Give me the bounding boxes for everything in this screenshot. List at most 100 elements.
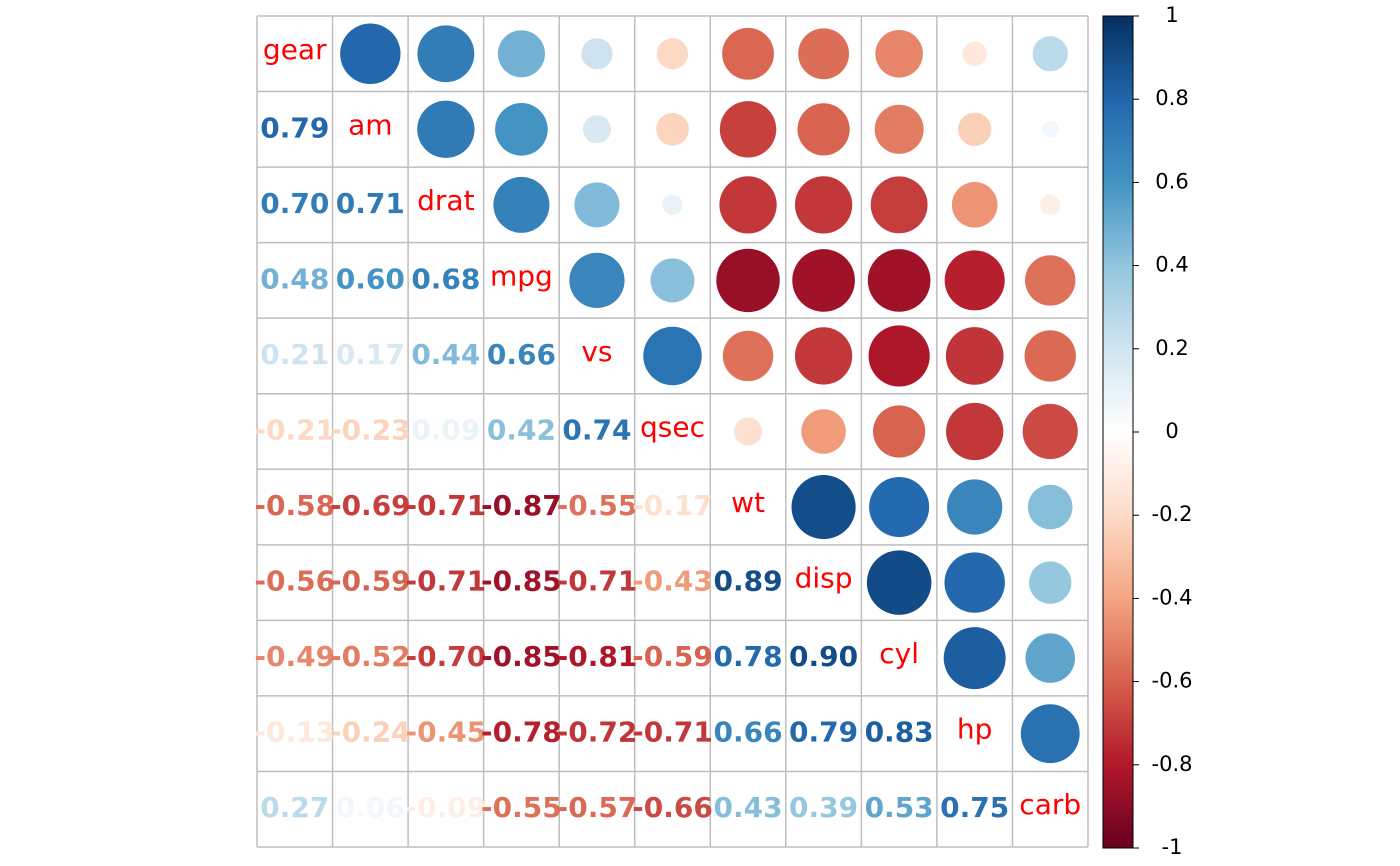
- value-label: 0.43: [713, 791, 782, 824]
- colorbar-tick-label: 0.6: [1155, 169, 1188, 193]
- value-label: -0.85: [481, 565, 562, 598]
- value-label: 0.89: [713, 565, 782, 598]
- corr-circle: [656, 113, 689, 146]
- value-label: -0.71: [557, 565, 638, 598]
- corr-circle: [1024, 330, 1076, 382]
- corr-circle: [581, 38, 613, 70]
- corr-circle: [869, 477, 930, 538]
- value-label: -0.87: [481, 489, 562, 522]
- corr-circle: [875, 29, 923, 78]
- corr-circle: [716, 248, 780, 313]
- value-label: -0.58: [254, 489, 335, 522]
- variable-label: drat: [417, 184, 474, 217]
- value-label: -0.71: [632, 716, 713, 749]
- corr-circle: [722, 27, 774, 80]
- value-label: -0.72: [557, 716, 638, 749]
- value-label: 0.90: [789, 640, 858, 673]
- variable-label: am: [348, 108, 392, 141]
- value-label: 0.27: [260, 791, 329, 824]
- corr-circle: [493, 176, 550, 233]
- value-label: -0.71: [406, 565, 487, 598]
- value-label: 0.21: [260, 338, 329, 371]
- value-label: -0.78: [481, 716, 562, 749]
- corr-circle: [1041, 120, 1059, 138]
- variable-label: vs: [581, 335, 612, 368]
- corr-circle: [1025, 633, 1075, 683]
- value-label: 0.66: [713, 716, 782, 749]
- corr-circle: [794, 327, 853, 385]
- value-label: -0.85: [481, 640, 562, 673]
- corr-circle: [943, 627, 1006, 690]
- corr-circle: [417, 25, 475, 83]
- corr-circle: [569, 252, 625, 309]
- value-label: 0.06: [336, 791, 405, 824]
- corr-circle: [662, 194, 683, 216]
- corr-circle: [643, 326, 702, 386]
- corr-circle: [1020, 704, 1080, 764]
- corr-circle: [1022, 403, 1078, 460]
- variable-label: qsec: [640, 411, 705, 444]
- value-label: 0.53: [865, 791, 934, 824]
- value-label: -0.49: [254, 640, 335, 673]
- corr-circle: [874, 104, 924, 154]
- value-label: 0.83: [865, 716, 934, 749]
- value-label: -0.55: [481, 791, 562, 824]
- corr-circle: [867, 249, 931, 312]
- value-label: 0.78: [713, 640, 782, 673]
- corr-circle: [798, 28, 850, 80]
- variable-label: wt: [731, 486, 765, 519]
- value-label: -0.59: [632, 640, 713, 673]
- value-label: -0.71: [406, 489, 487, 522]
- corr-circle: [946, 402, 1004, 461]
- corr-circle: [1028, 561, 1072, 604]
- corr-circle: [497, 30, 545, 78]
- corr-circle: [791, 474, 856, 540]
- value-label: 0.74: [562, 414, 631, 447]
- corr-circle: [944, 250, 1005, 311]
- corr-circle: [945, 327, 1004, 385]
- corr-circle: [951, 182, 998, 228]
- corr-circle: [656, 38, 689, 70]
- colorbar-tick-label: -0.4: [1152, 585, 1193, 609]
- value-label: 0.70: [260, 187, 329, 220]
- corr-circle: [801, 409, 846, 454]
- value-label: -0.81: [557, 640, 638, 673]
- corr-circle: [958, 112, 992, 146]
- value-label: -0.23: [330, 414, 411, 447]
- corr-circle: [1027, 484, 1073, 530]
- colorbar-tick-label: 1: [1165, 3, 1178, 27]
- value-label: 0.66: [487, 338, 556, 371]
- value-label: 0.71: [336, 187, 405, 220]
- corr-circle: [792, 249, 855, 312]
- colorbar-tick-label: -0.6: [1152, 669, 1193, 693]
- value-label: -0.43: [632, 565, 713, 598]
- value-label: -0.66: [632, 791, 713, 824]
- value-label: 0.09: [411, 414, 480, 447]
- value-label: -0.69: [330, 489, 411, 522]
- variable-label: carb: [1019, 788, 1081, 821]
- corr-circle: [944, 552, 1005, 613]
- value-label: -0.55: [557, 489, 638, 522]
- variable-label: gear: [263, 33, 327, 66]
- value-label: 0.39: [789, 791, 858, 824]
- corr-circle: [650, 258, 695, 303]
- colorbar-tick-label: -0.2: [1152, 502, 1193, 526]
- corr-circle: [1032, 36, 1068, 72]
- corr-circle: [1040, 194, 1061, 216]
- value-label: 0.68: [411, 262, 480, 295]
- value-label: -0.13: [254, 716, 335, 749]
- value-label: 0.17: [336, 338, 405, 371]
- corr-circle: [1025, 255, 1076, 306]
- colorbar-tick-label: 0.4: [1155, 253, 1188, 277]
- variable-label: cyl: [879, 637, 919, 670]
- corr-circle: [734, 417, 763, 446]
- value-label: 0.79: [789, 716, 858, 749]
- colorbar-tick-label: 0.8: [1155, 86, 1188, 110]
- corr-circle: [947, 479, 1003, 535]
- colorbar-tick-label: -0.8: [1152, 752, 1193, 776]
- corr-circle: [870, 176, 928, 234]
- value-label: -0.24: [330, 716, 411, 749]
- variable-label: mpg: [490, 259, 553, 292]
- corr-circle: [719, 101, 777, 158]
